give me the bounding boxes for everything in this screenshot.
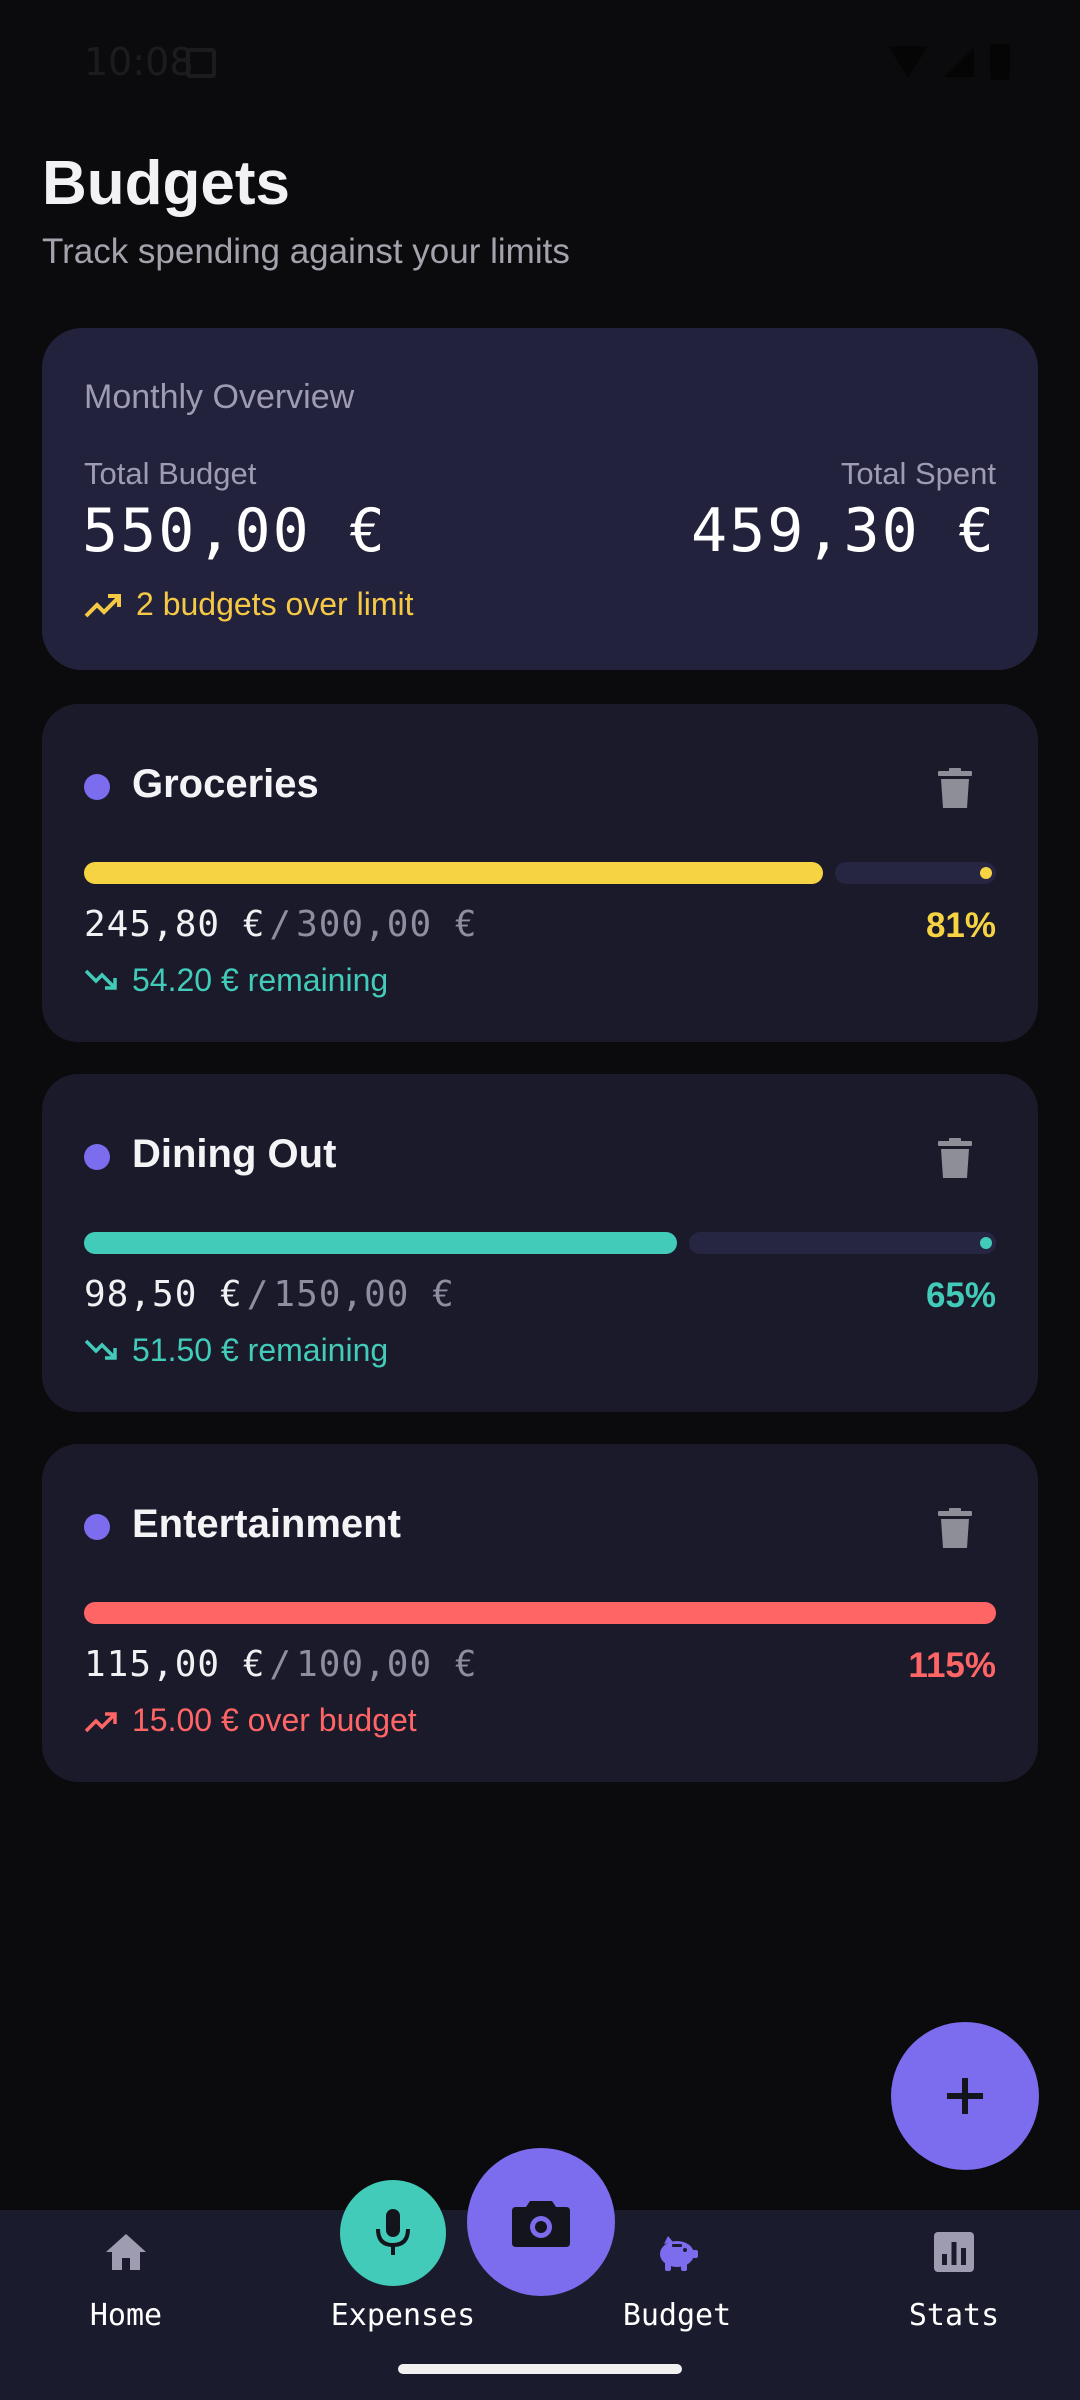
budget-card-dining-out[interactable]: Dining Out 98,50 €/150,00 € 65% 51.50 € … <box>42 1074 1038 1412</box>
scan-receipt-button[interactable] <box>467 2148 615 2296</box>
budget-name: Entertainment <box>132 1502 401 1546</box>
trending-down-icon <box>84 1339 117 1360</box>
nav-label-budget: Budget <box>622 2298 732 2333</box>
trending-up-icon <box>84 1711 117 1732</box>
progress-bar-fill <box>84 862 823 884</box>
total-spent-label: Total Spent <box>840 456 996 491</box>
limit-amount: 100,00 € <box>296 1644 478 1685</box>
total-spent-value: 459,30 € <box>691 496 996 566</box>
progress-bar-fill <box>84 1232 677 1254</box>
nav-label-stats: Stats <box>908 2298 1000 2333</box>
camera-icon <box>512 2201 570 2247</box>
status-bar: 10:08 <box>0 0 1080 120</box>
progress-bar-track <box>689 1232 996 1254</box>
piggy-bank-icon <box>660 2236 698 2271</box>
budget-amounts: 98,50 €/150,00 € <box>84 1274 455 1315</box>
progress-end-dot <box>980 1237 992 1249</box>
budget-status: 51.50 € remaining <box>84 1332 388 1369</box>
nav-item-expenses[interactable]: Expenses <box>303 2210 503 2360</box>
budget-card-groceries[interactable]: Groceries 245,80 €/300,00 € 81% 54.20 € … <box>42 704 1038 1042</box>
category-color-dot <box>84 774 110 800</box>
nav-label-expenses: Expenses <box>330 2298 476 2333</box>
budget-percent: 115% <box>908 1646 996 1685</box>
trending-up-icon <box>84 593 121 617</box>
budget-card-entertainment[interactable]: Entertainment 115,00 €/100,00 € 115% 15.… <box>42 1444 1038 1782</box>
budget-status-text: 51.50 € remaining <box>132 1332 389 1368</box>
progress-end-dot <box>980 867 992 879</box>
limit-amount: 150,00 € <box>273 1274 455 1315</box>
budget-name: Groceries <box>132 762 319 806</box>
limit-amount: 300,00 € <box>296 904 478 945</box>
page-title: Budgets <box>42 149 290 218</box>
over-limit-warning: 2 budgets over limit <box>84 586 413 623</box>
budget-status-text: 15.00 € over budget <box>132 1702 417 1738</box>
total-budget-value: 550,00 € <box>82 496 387 566</box>
progress-bar-fill <box>84 1602 996 1624</box>
signal-icon <box>944 47 974 77</box>
nav-label-home: Home <box>89 2298 163 2333</box>
home-indicator <box>398 2364 682 2374</box>
category-color-dot <box>84 1144 110 1170</box>
progress-bar-track <box>835 862 996 884</box>
budget-status: 54.20 € remaining <box>84 962 388 999</box>
spent-amount: 98,50 € <box>84 1274 243 1315</box>
budget-amounts: 245,80 €/300,00 € <box>84 904 478 945</box>
spent-amount: 115,00 € <box>84 1644 266 1685</box>
page-subtitle: Track spending against your limits <box>42 232 570 271</box>
sim-icon <box>186 48 216 78</box>
budget-percent: 81% <box>925 906 996 945</box>
total-budget-label: Total Budget <box>84 456 257 491</box>
bar-chart-icon <box>934 2232 974 2272</box>
nav-item-home[interactable]: Home <box>26 2210 226 2360</box>
home-icon <box>106 2234 146 2270</box>
plus-icon <box>947 2078 983 2114</box>
status-icons <box>888 44 1010 80</box>
budget-percent: 65% <box>925 1276 996 1315</box>
category-color-dot <box>84 1514 110 1540</box>
wifi-icon <box>888 46 928 78</box>
budget-status: 15.00 € over budget <box>84 1702 417 1739</box>
nav-item-budget[interactable]: Budget <box>577 2210 777 2360</box>
over-limit-text: 2 budgets over limit <box>136 586 414 622</box>
spent-amount: 245,80 € <box>84 904 266 945</box>
battery-icon <box>990 44 1010 80</box>
monthly-overview-card: Monthly Overview Total Budget Total Spen… <box>42 328 1038 670</box>
nav-item-stats[interactable]: Stats <box>854 2210 1054 2360</box>
trending-down-icon <box>84 969 117 990</box>
delete-icon[interactable] <box>938 768 972 808</box>
budget-status-text: 54.20 € remaining <box>132 962 389 998</box>
add-budget-button[interactable] <box>891 2022 1039 2170</box>
budget-name: Dining Out <box>132 1132 337 1176</box>
voice-expense-button[interactable] <box>340 2180 446 2286</box>
delete-icon[interactable] <box>938 1508 972 1548</box>
mic-icon <box>376 2209 410 2255</box>
overview-title: Monthly Overview <box>84 378 355 416</box>
delete-icon[interactable] <box>938 1138 972 1178</box>
status-time: 10:08 <box>84 40 194 84</box>
budget-amounts: 115,00 €/100,00 € <box>84 1644 478 1685</box>
